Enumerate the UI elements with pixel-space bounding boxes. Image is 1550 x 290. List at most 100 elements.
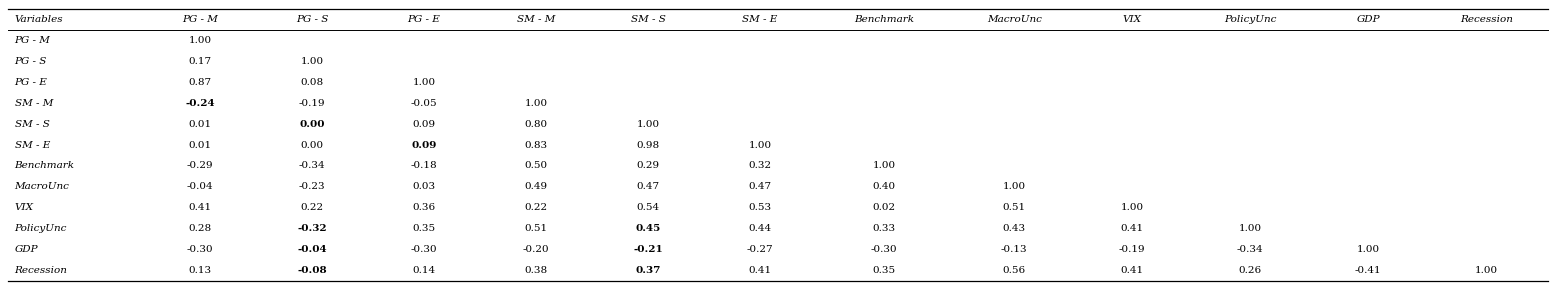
Text: -0.30: -0.30 bbox=[186, 245, 214, 254]
Text: 0.41: 0.41 bbox=[1121, 266, 1144, 275]
Text: 0.28: 0.28 bbox=[189, 224, 211, 233]
Text: 0.01: 0.01 bbox=[189, 119, 211, 128]
Text: 0.80: 0.80 bbox=[524, 119, 547, 128]
Text: 0.36: 0.36 bbox=[412, 203, 436, 212]
Text: 0.41: 0.41 bbox=[189, 203, 211, 212]
Text: Recession: Recession bbox=[14, 266, 68, 275]
Text: PG - E: PG - E bbox=[408, 15, 440, 24]
Text: -0.04: -0.04 bbox=[298, 245, 327, 254]
Text: 0.00: 0.00 bbox=[301, 140, 324, 150]
Text: 0.43: 0.43 bbox=[1003, 224, 1026, 233]
Text: VIX: VIX bbox=[1122, 15, 1142, 24]
Text: 1.00: 1.00 bbox=[1476, 266, 1497, 275]
Text: GDP: GDP bbox=[1356, 15, 1380, 24]
Text: 0.00: 0.00 bbox=[299, 119, 324, 128]
Text: 0.08: 0.08 bbox=[301, 78, 324, 87]
Text: -0.30: -0.30 bbox=[411, 245, 437, 254]
Text: PG - E: PG - E bbox=[14, 78, 48, 87]
Text: 0.26: 0.26 bbox=[1238, 266, 1262, 275]
Text: 0.32: 0.32 bbox=[749, 162, 772, 171]
Text: PG - M: PG - M bbox=[14, 36, 51, 45]
Text: -0.08: -0.08 bbox=[298, 266, 327, 275]
Text: 1.00: 1.00 bbox=[301, 57, 324, 66]
Text: -0.13: -0.13 bbox=[1001, 245, 1028, 254]
Text: 0.14: 0.14 bbox=[412, 266, 436, 275]
Text: -0.29: -0.29 bbox=[186, 162, 214, 171]
Text: 0.03: 0.03 bbox=[412, 182, 436, 191]
Text: 0.38: 0.38 bbox=[524, 266, 547, 275]
Text: 0.87: 0.87 bbox=[189, 78, 211, 87]
Text: 0.53: 0.53 bbox=[749, 203, 772, 212]
Text: SM - M: SM - M bbox=[516, 15, 555, 24]
Text: 0.29: 0.29 bbox=[637, 162, 659, 171]
Text: Benchmark: Benchmark bbox=[854, 15, 914, 24]
Text: 0.83: 0.83 bbox=[524, 140, 547, 150]
Text: -0.34: -0.34 bbox=[1237, 245, 1263, 254]
Text: 1.00: 1.00 bbox=[1121, 203, 1144, 212]
Text: Recession: Recession bbox=[1460, 15, 1513, 24]
Text: 1.00: 1.00 bbox=[412, 78, 436, 87]
Text: 0.37: 0.37 bbox=[636, 266, 660, 275]
Text: 0.49: 0.49 bbox=[524, 182, 547, 191]
Text: 0.41: 0.41 bbox=[1121, 224, 1144, 233]
Text: 1.00: 1.00 bbox=[1003, 182, 1026, 191]
Text: -0.32: -0.32 bbox=[298, 224, 327, 233]
Text: 0.17: 0.17 bbox=[189, 57, 211, 66]
Text: -0.19: -0.19 bbox=[299, 99, 326, 108]
Text: 0.51: 0.51 bbox=[1003, 203, 1026, 212]
Text: PolicyUnc: PolicyUnc bbox=[14, 224, 67, 233]
Text: 1.00: 1.00 bbox=[873, 162, 896, 171]
Text: SM - E: SM - E bbox=[742, 15, 778, 24]
Text: PG - S: PG - S bbox=[296, 15, 329, 24]
Text: 0.47: 0.47 bbox=[749, 182, 772, 191]
Text: 0.01: 0.01 bbox=[189, 140, 211, 150]
Text: 0.22: 0.22 bbox=[301, 203, 324, 212]
Text: -0.04: -0.04 bbox=[186, 182, 214, 191]
Text: 0.22: 0.22 bbox=[524, 203, 547, 212]
Text: PolicyUnc: PolicyUnc bbox=[1224, 15, 1277, 24]
Text: SM - M: SM - M bbox=[14, 99, 53, 108]
Text: 0.44: 0.44 bbox=[749, 224, 772, 233]
Text: 1.00: 1.00 bbox=[1238, 224, 1262, 233]
Text: 0.13: 0.13 bbox=[189, 266, 211, 275]
Text: -0.19: -0.19 bbox=[1119, 245, 1145, 254]
Text: 1.00: 1.00 bbox=[1356, 245, 1380, 254]
Text: 0.47: 0.47 bbox=[637, 182, 659, 191]
Text: 1.00: 1.00 bbox=[637, 119, 659, 128]
Text: -0.20: -0.20 bbox=[522, 245, 549, 254]
Text: 1.00: 1.00 bbox=[749, 140, 772, 150]
Text: MacroUnc: MacroUnc bbox=[14, 182, 70, 191]
Text: 0.40: 0.40 bbox=[873, 182, 896, 191]
Text: SM - S: SM - S bbox=[631, 15, 665, 24]
Text: PG - M: PG - M bbox=[181, 15, 219, 24]
Text: -0.27: -0.27 bbox=[747, 245, 773, 254]
Text: -0.05: -0.05 bbox=[411, 99, 437, 108]
Text: 0.09: 0.09 bbox=[411, 140, 437, 150]
Text: SM - E: SM - E bbox=[14, 140, 50, 150]
Text: 0.02: 0.02 bbox=[873, 203, 896, 212]
Text: VIX: VIX bbox=[14, 203, 34, 212]
Text: 1.00: 1.00 bbox=[524, 99, 547, 108]
Text: 0.33: 0.33 bbox=[873, 224, 896, 233]
Text: -0.21: -0.21 bbox=[632, 245, 663, 254]
Text: -0.24: -0.24 bbox=[184, 99, 215, 108]
Text: 0.50: 0.50 bbox=[524, 162, 547, 171]
Text: 0.35: 0.35 bbox=[873, 266, 896, 275]
Text: 0.51: 0.51 bbox=[524, 224, 547, 233]
Text: PG - S: PG - S bbox=[14, 57, 46, 66]
Text: -0.34: -0.34 bbox=[299, 162, 326, 171]
Text: -0.41: -0.41 bbox=[1355, 266, 1381, 275]
Text: 1.00: 1.00 bbox=[189, 36, 211, 45]
Text: MacroUnc: MacroUnc bbox=[987, 15, 1042, 24]
Text: Benchmark: Benchmark bbox=[14, 162, 74, 171]
Text: SM - S: SM - S bbox=[14, 119, 50, 128]
Text: 0.56: 0.56 bbox=[1003, 266, 1026, 275]
Text: -0.23: -0.23 bbox=[299, 182, 326, 191]
Text: 0.35: 0.35 bbox=[412, 224, 436, 233]
Text: 0.98: 0.98 bbox=[637, 140, 659, 150]
Text: 0.45: 0.45 bbox=[636, 224, 660, 233]
Text: -0.18: -0.18 bbox=[411, 162, 437, 171]
Text: Variables: Variables bbox=[14, 15, 64, 24]
Text: 0.54: 0.54 bbox=[637, 203, 659, 212]
Text: 0.41: 0.41 bbox=[749, 266, 772, 275]
